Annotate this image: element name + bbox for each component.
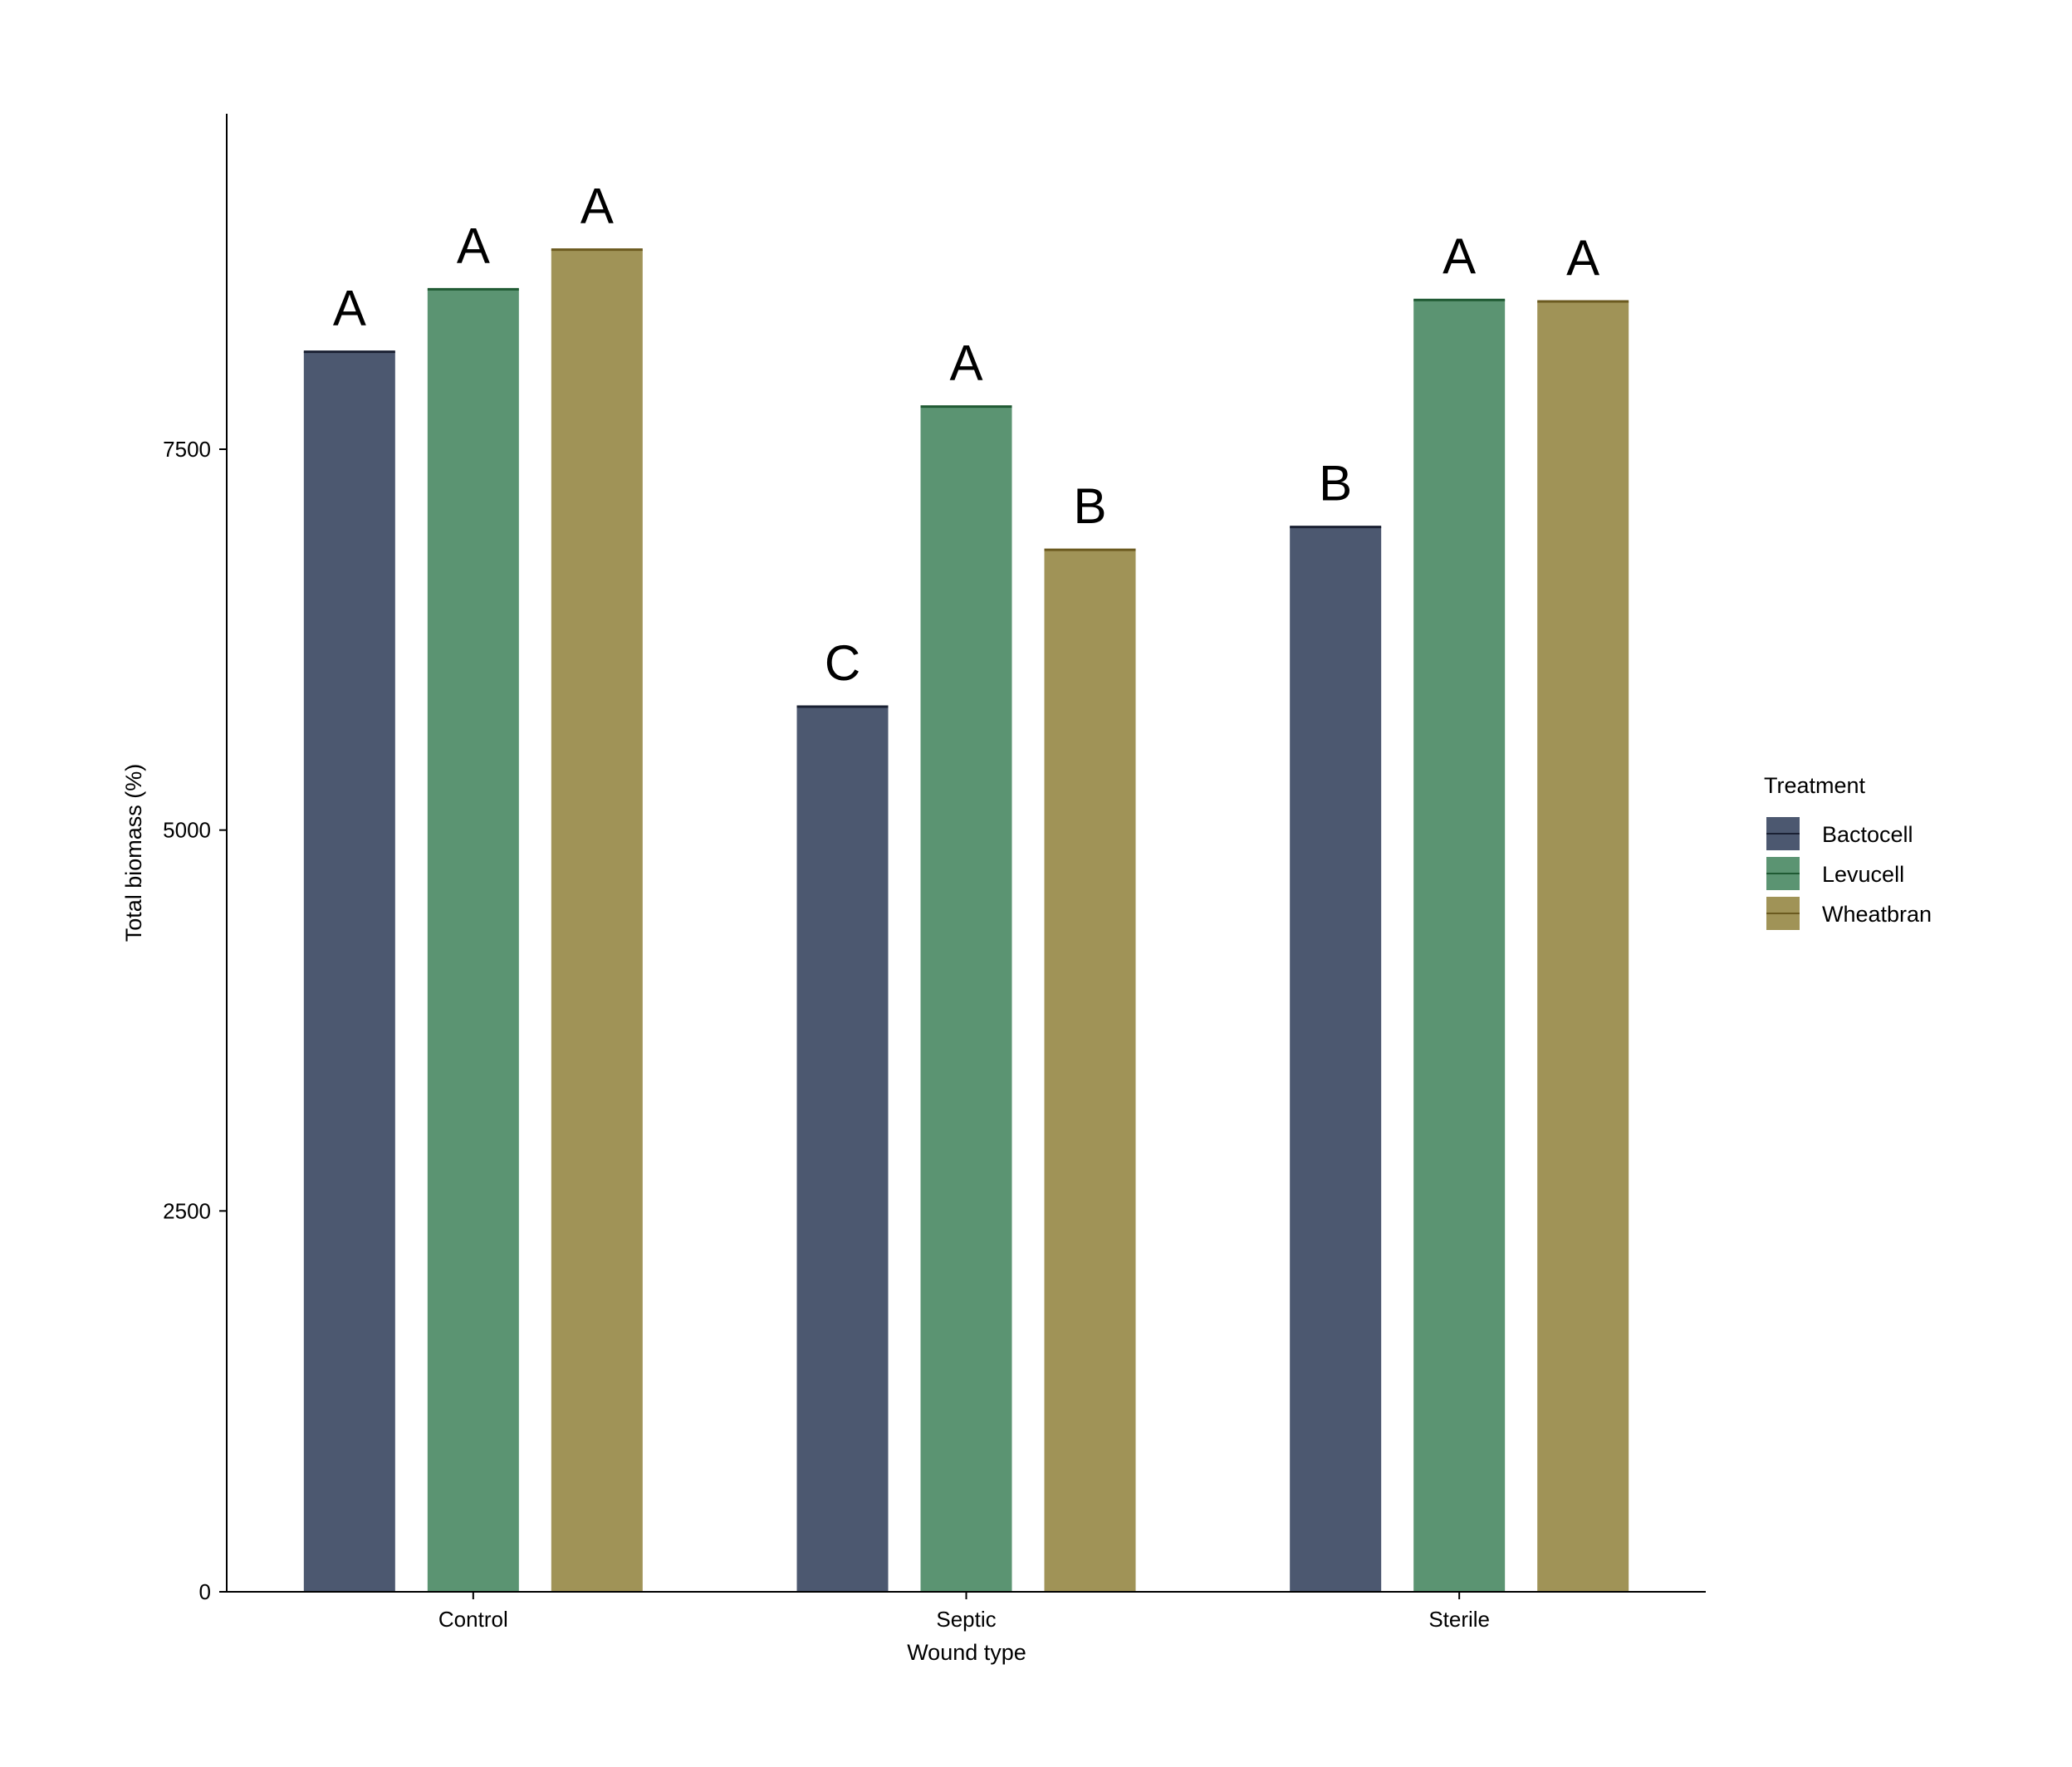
significance-letter: A	[333, 281, 366, 336]
bar-septic-bactocell	[796, 707, 889, 1593]
bar-septic-wheatbran	[1044, 550, 1136, 1592]
significance-letter: B	[1319, 456, 1352, 512]
y-tick-label: 7500	[163, 437, 211, 462]
bar-septic-levucell	[920, 406, 1012, 1592]
significance-letter: A	[949, 335, 982, 391]
bar-sterile-levucell	[1413, 300, 1506, 1593]
significance-letter: C	[825, 635, 860, 691]
bar-sterile-wheatbran	[1537, 301, 1629, 1592]
y-tick-label: 5000	[163, 818, 211, 843]
legend: Treatment Bactocell Levucell Wheatbran	[1764, 773, 1932, 930]
x-axis-title: Wound type	[907, 1640, 1026, 1665]
legend-item-bactocell: Bactocell	[1766, 817, 1913, 850]
legend-label: Levucell	[1822, 862, 1904, 887]
legend-label: Bactocell	[1822, 822, 1913, 847]
legend-items: Bactocell Levucell Wheatbran	[1766, 817, 1932, 930]
y-tick-label: 2500	[163, 1198, 211, 1223]
bar-control-levucell	[427, 289, 519, 1592]
legend-item-wheatbran: Wheatbran	[1766, 897, 1932, 930]
legend-title: Treatment	[1764, 773, 1866, 798]
x-tick-label: Control	[438, 1607, 508, 1632]
significance-letter: A	[1443, 228, 1476, 284]
bars-layer	[303, 248, 1629, 1593]
significance-letter: A	[457, 218, 490, 273]
significance-letter: B	[1073, 478, 1106, 534]
x-tick-label: Sterile	[1428, 1607, 1490, 1632]
bar-control-bactocell	[303, 351, 395, 1593]
significance-letter: A	[580, 179, 614, 234]
bar-sterile-bactocell	[1290, 526, 1382, 1592]
y-axis-title: Total biomass (%)	[121, 764, 146, 942]
bar-control-wheatbran	[551, 249, 643, 1592]
y-tick-label: 0	[199, 1579, 211, 1604]
legend-item-levucell: Levucell	[1766, 857, 1904, 890]
significance-letter: A	[1566, 230, 1599, 286]
significance-letters-layer: A A A C A B B A A	[333, 179, 1599, 691]
x-tick-label: Septic	[936, 1607, 996, 1632]
legend-label: Wheatbran	[1822, 902, 1932, 927]
x-ticks-layer: Control Septic Sterile	[438, 1592, 1490, 1632]
y-ticks-layer: 0 2500 5000 7500	[163, 437, 227, 1604]
